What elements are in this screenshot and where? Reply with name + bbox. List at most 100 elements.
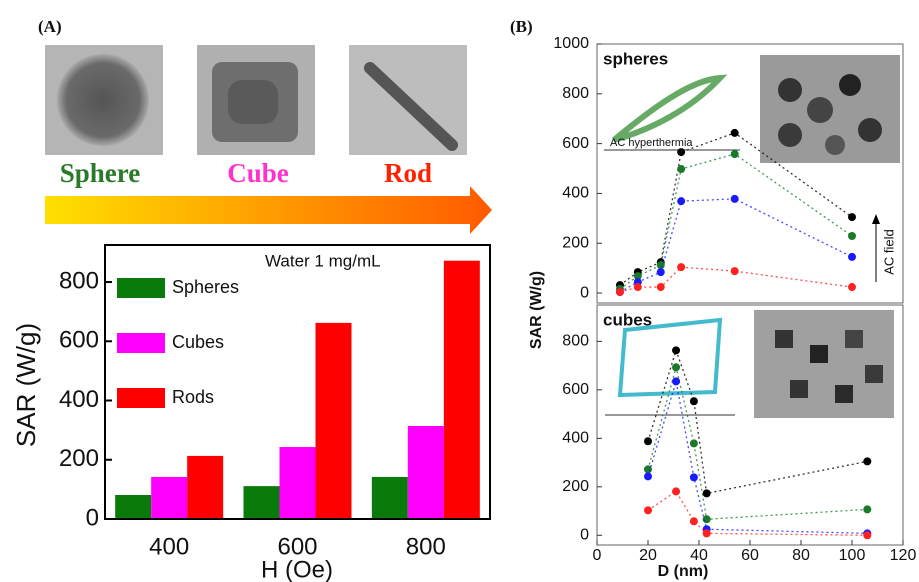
data-point	[672, 377, 681, 386]
series-line	[619, 198, 853, 293]
y-tick-label: 400	[562, 185, 589, 202]
y-tick-label: 1000	[553, 35, 589, 52]
bar	[279, 447, 316, 519]
series-line	[647, 348, 868, 495]
x-tick-label: 20	[639, 547, 657, 564]
data-point	[730, 267, 739, 276]
annotation: Water 1 mg/mL	[265, 251, 381, 270]
panel-title: spheres	[603, 49, 668, 68]
data-point	[689, 517, 698, 526]
panel-label: (B)	[510, 17, 533, 36]
y-tick-label: 0	[580, 527, 589, 544]
inset-images	[604, 55, 900, 418]
data-point	[677, 165, 686, 174]
y-tick-label: 400	[59, 386, 99, 413]
legend-label: Rods	[172, 387, 214, 407]
data-point	[702, 515, 711, 524]
legend-swatch	[117, 278, 165, 298]
data-point	[730, 194, 739, 203]
annotation: AC hyperthermia	[610, 137, 693, 149]
data-point	[656, 268, 665, 277]
x-tick-label: 0	[593, 547, 602, 564]
y-tick-label: 200	[562, 478, 589, 495]
data-point	[644, 472, 652, 481]
data-point	[633, 272, 642, 281]
x-tick-label: 100	[839, 547, 866, 564]
x-tick-label: 400	[149, 533, 189, 560]
data-point	[702, 489, 711, 498]
y-tick-label: 800	[562, 85, 589, 102]
y-tick-label: 400	[562, 430, 589, 447]
x-tick-label: 800	[406, 533, 446, 560]
plot-frame	[104, 244, 491, 520]
x-axis-label: H (Oe)	[261, 556, 333, 582]
shape-label: Sphere	[60, 158, 141, 188]
data-point	[672, 346, 681, 355]
data-point	[848, 252, 856, 261]
bar	[371, 476, 408, 519]
data-point	[863, 505, 872, 514]
bar	[407, 425, 444, 519]
shape-label: Cube	[227, 158, 289, 188]
x-tick-label: 40	[690, 547, 708, 564]
data-point	[656, 283, 665, 292]
legend-label: Cubes	[172, 332, 224, 352]
data-point	[730, 128, 739, 137]
y-axis-label: SAR (W/g)	[11, 323, 41, 447]
data-point	[689, 397, 698, 406]
bar	[243, 486, 280, 519]
y-tick-label: 0	[86, 504, 99, 531]
data-point	[689, 473, 698, 482]
data-point	[863, 457, 872, 466]
data-point	[848, 213, 856, 222]
legend-label: Spheres	[172, 277, 239, 297]
data-point	[677, 263, 686, 272]
legend-swatch	[117, 388, 165, 408]
bar	[187, 455, 224, 519]
y-tick-label: 200	[59, 445, 99, 472]
data-point	[730, 150, 739, 159]
data-point	[848, 232, 856, 241]
x-tick-label: 80	[792, 547, 810, 564]
x-tick-label: 120	[890, 547, 917, 564]
data-point	[677, 197, 686, 206]
data-point	[702, 529, 711, 538]
y-tick-label: 600	[562, 135, 589, 152]
data-point	[615, 288, 624, 297]
bar	[443, 260, 480, 519]
plot-frame	[596, 43, 904, 304]
panel-title: cubes	[603, 310, 652, 329]
y-tick-label: 0	[580, 284, 589, 301]
annotation: AC field	[881, 229, 896, 275]
series-line	[647, 490, 868, 536]
y-tick-label: 800	[59, 267, 99, 294]
data-point	[677, 148, 686, 157]
bar	[151, 476, 188, 519]
arrow	[45, 186, 492, 234]
bar	[115, 495, 152, 519]
data-point	[672, 363, 681, 372]
x-axis-label: D (nm)	[658, 563, 709, 580]
y-axis-label: SAR (W/g)	[528, 271, 545, 349]
shape-label: Rod	[384, 158, 432, 188]
tem-images	[45, 45, 467, 155]
x-tick-label: 600	[277, 533, 317, 560]
y-tick-label: 200	[562, 234, 589, 251]
data-point	[633, 283, 642, 292]
legend-swatch	[117, 333, 165, 353]
y-tick-label: 800	[562, 333, 589, 350]
y-tick-label: 600	[59, 327, 99, 354]
data-point	[672, 487, 681, 496]
data-point	[863, 531, 872, 540]
series-line	[619, 153, 853, 290]
data-point	[644, 437, 652, 446]
series-line	[647, 367, 868, 520]
data-point	[689, 439, 698, 448]
bar	[315, 322, 352, 519]
y-tick-label: 600	[562, 381, 589, 398]
x-tick-label: 60	[741, 547, 759, 564]
data-point	[848, 283, 856, 292]
data-point	[644, 506, 652, 515]
panel-label: (A)	[38, 17, 62, 36]
